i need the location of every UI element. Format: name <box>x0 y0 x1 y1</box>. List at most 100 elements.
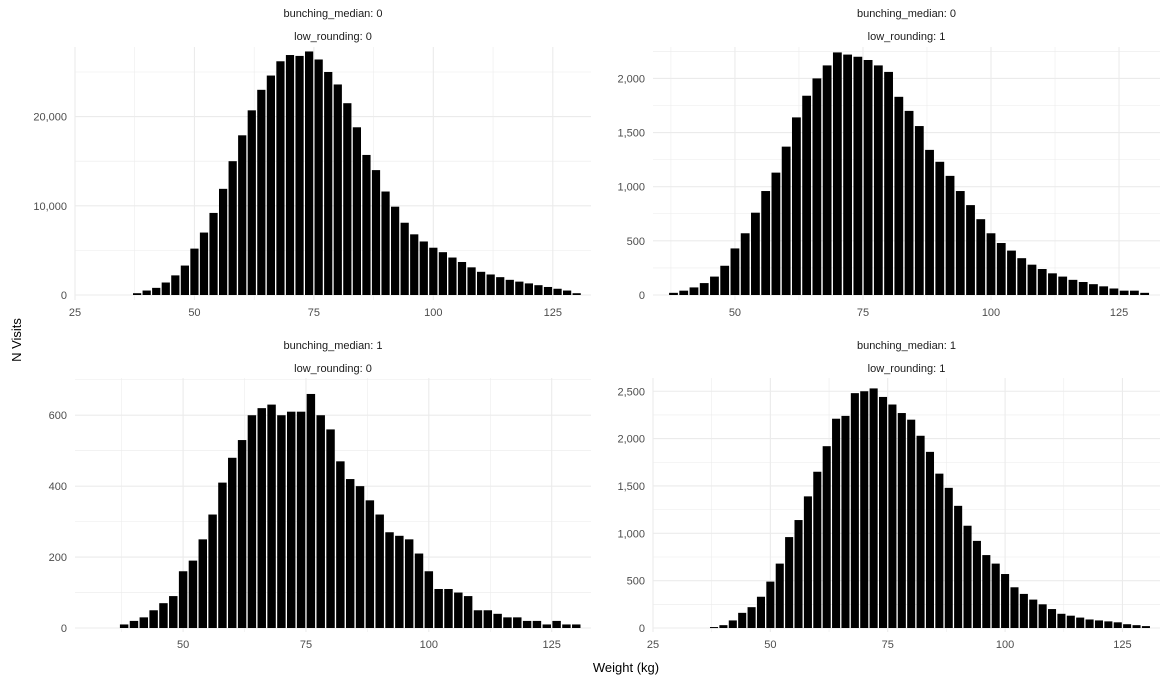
histogram-bar <box>381 191 390 295</box>
histogram-bar <box>133 293 142 295</box>
y-tick-label: 2,500 <box>617 386 645 398</box>
histogram-bar <box>486 274 495 295</box>
x-tick-label: 50 <box>764 639 776 651</box>
histogram-bar <box>850 393 859 628</box>
histogram-bar <box>199 232 209 295</box>
histogram-bar <box>781 146 791 295</box>
histogram-bar <box>149 610 158 628</box>
histogram-bar <box>813 471 822 628</box>
histogram-bar <box>976 219 986 295</box>
histogram-bar <box>190 248 199 295</box>
histogram-bar <box>803 496 812 628</box>
x-tick-label: 125 <box>1110 307 1128 319</box>
histogram-bar <box>740 233 750 295</box>
histogram-bar <box>553 288 562 295</box>
histogram-bar <box>209 212 218 295</box>
histogram-bar <box>1109 288 1119 295</box>
histogram-bar <box>785 537 794 628</box>
histogram-bar <box>119 624 129 628</box>
x-tick-label: 50 <box>188 307 200 319</box>
histogram-bar <box>343 103 352 295</box>
histogram-bar <box>448 257 457 295</box>
histogram-bar <box>295 55 304 295</box>
y-tick-label: 0 <box>639 290 645 302</box>
facet-strip-label: bunching_median: 0 <box>857 8 956 20</box>
histogram-bar <box>1129 290 1139 295</box>
histogram-bar <box>1029 599 1038 628</box>
histogram-bar <box>129 620 139 628</box>
y-tick-label: 0 <box>61 623 67 635</box>
histogram-bar <box>1001 574 1010 628</box>
histogram-bar <box>966 205 975 295</box>
histogram-bar <box>152 287 161 295</box>
histogram-bar <box>791 117 801 296</box>
histogram-bar <box>945 175 955 295</box>
histogram-bar <box>171 275 180 295</box>
histogram-bar <box>237 440 247 628</box>
histogram-bar <box>532 620 542 628</box>
histogram-bar <box>467 267 476 295</box>
histogram-bar <box>400 222 409 295</box>
histogram-bar <box>463 596 473 628</box>
histogram-bar <box>925 451 935 628</box>
histogram-bar <box>1123 624 1132 628</box>
histogram-bar <box>832 418 841 628</box>
histogram-bar <box>1140 292 1150 295</box>
histogram-bar <box>352 127 361 295</box>
x-tick-label: 50 <box>729 307 741 319</box>
histogram-bar <box>385 532 394 628</box>
histogram-bar <box>766 581 775 628</box>
histogram-bar <box>1038 604 1047 628</box>
histogram-bar <box>438 252 447 295</box>
histogram-bar <box>395 535 404 628</box>
histogram-bar <box>419 241 428 295</box>
histogram-bar <box>878 396 888 628</box>
histogram-bar <box>424 571 434 628</box>
facet-strip-label: bunching_median: 1 <box>283 340 382 352</box>
y-tick-label: 1,000 <box>617 182 645 194</box>
facet-panel-4: bunching_median: 1 low_rounding: 1 25 50 75 1… <box>617 340 1160 651</box>
histogram-bar <box>860 391 869 628</box>
histogram-bar <box>257 408 266 628</box>
y-tick-label: 0 <box>639 623 645 635</box>
histogram-bar <box>404 539 414 628</box>
histogram-bar <box>963 525 972 628</box>
histogram-bar <box>178 571 188 628</box>
histogram-bar <box>161 282 170 295</box>
y-tick-label: 200 <box>49 552 67 564</box>
histogram-bar <box>1007 250 1016 295</box>
histogram-bar <box>365 500 375 628</box>
histogram-bar <box>730 248 740 295</box>
histogram-bar <box>362 154 371 295</box>
histogram-bar <box>444 588 453 628</box>
histogram-bar <box>1019 593 1028 628</box>
histogram-bar <box>843 54 853 296</box>
histogram-bar <box>1058 276 1068 295</box>
histogram-bar <box>1017 258 1027 295</box>
histogram-bar <box>822 446 831 628</box>
histogram-bar <box>916 435 925 628</box>
histogram-bar <box>277 415 286 628</box>
histogram-bar <box>904 110 914 295</box>
histogram-bar <box>935 161 945 295</box>
x-axis-title: Weight (kg) <box>593 660 659 675</box>
facet-strip-label: bunching_median: 1 <box>857 340 956 352</box>
histogram-bar <box>853 56 863 296</box>
y-tick-label: 1,500 <box>617 128 645 140</box>
histogram-bar <box>305 51 314 295</box>
histogram-bar <box>869 388 878 628</box>
histogram-bar <box>316 415 325 628</box>
histogram-bar <box>1104 621 1113 628</box>
histogram-bar <box>873 65 883 295</box>
histogram-bar <box>522 620 532 628</box>
y-tick-label: 2,000 <box>617 73 645 85</box>
histogram-bar <box>1085 619 1094 628</box>
histogram-bar <box>888 404 897 628</box>
y-tick-label: 20,000 <box>33 112 67 124</box>
histogram-bar <box>812 78 822 295</box>
x-tick-label: 75 <box>882 639 894 651</box>
histogram-bar <box>1076 617 1085 628</box>
x-tick-label: 100 <box>420 639 438 651</box>
histogram-bar <box>454 592 463 628</box>
histogram-bar <box>991 563 1000 628</box>
